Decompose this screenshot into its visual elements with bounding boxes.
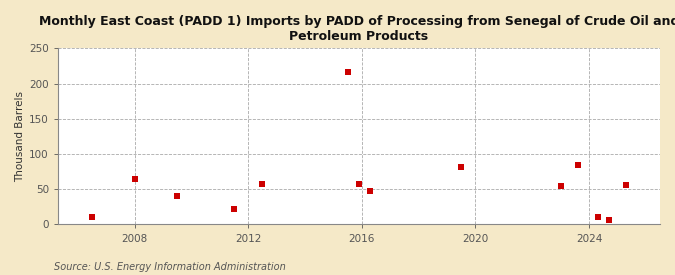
Point <box>592 214 603 219</box>
Point <box>229 207 240 211</box>
Point <box>129 177 140 182</box>
Point <box>172 194 183 199</box>
Text: Source: U.S. Energy Information Administration: Source: U.S. Energy Information Administ… <box>54 262 286 272</box>
Point <box>556 183 566 188</box>
Point <box>342 69 353 74</box>
Point <box>603 218 614 222</box>
Point <box>456 164 466 169</box>
Point <box>572 163 583 167</box>
Point <box>86 215 97 220</box>
Title: Monthly East Coast (PADD 1) Imports by PADD of Processing from Senegal of Crude : Monthly East Coast (PADD 1) Imports by P… <box>38 15 675 43</box>
Y-axis label: Thousand Barrels: Thousand Barrels <box>15 91 25 182</box>
Point <box>354 182 364 186</box>
Point <box>620 183 631 187</box>
Point <box>257 182 268 186</box>
Point <box>365 189 376 194</box>
